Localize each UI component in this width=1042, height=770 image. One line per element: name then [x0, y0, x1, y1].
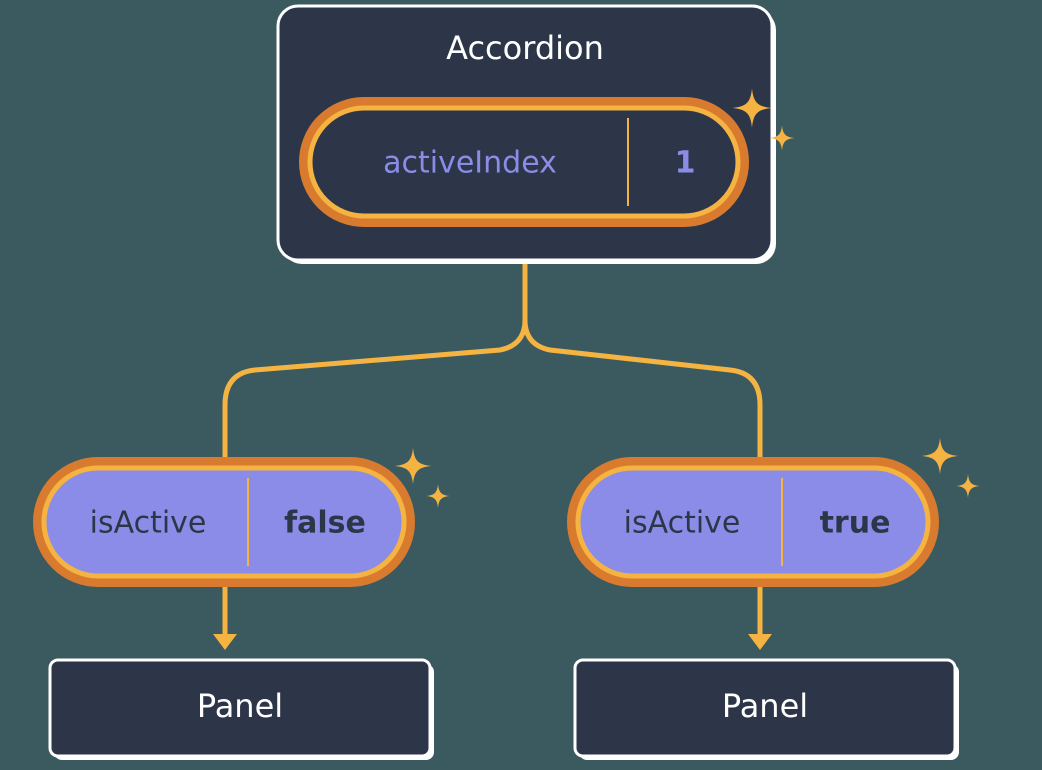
state-pill-activeindex-key: activeIndex: [383, 146, 557, 181]
panel-box-right-label: Panel: [722, 687, 808, 725]
sparkle-icon: [922, 438, 958, 474]
state-pill-activeindex-value: 1: [675, 146, 696, 181]
arrow-right-head: [748, 634, 772, 650]
panel-box-left-label: Panel: [197, 687, 283, 725]
prop-pill-isactive-left-key: isActive: [90, 506, 207, 541]
arrow-left-head: [213, 634, 237, 650]
prop-pill-isactive-left: isActive false: [38, 448, 450, 582]
panel-box-right: Panel: [575, 660, 959, 760]
accordion-box-label: Accordion: [446, 29, 604, 67]
connector-root-to-children: [225, 260, 760, 460]
sparkle-icon: [395, 448, 431, 484]
component-tree-diagram: Accordion Panel Panel activeIndex 1 isActive f…: [0, 0, 1042, 770]
sparkle-icon: [426, 484, 450, 508]
prop-pill-isactive-right-key: isActive: [624, 506, 741, 541]
prop-pill-isactive-left-value: false: [284, 506, 366, 541]
panel-box-left: Panel: [50, 660, 434, 760]
sparkle-icon: [956, 474, 980, 498]
prop-pill-isactive-right: isActive true: [572, 438, 980, 582]
prop-pill-isactive-right-value: true: [820, 506, 891, 541]
